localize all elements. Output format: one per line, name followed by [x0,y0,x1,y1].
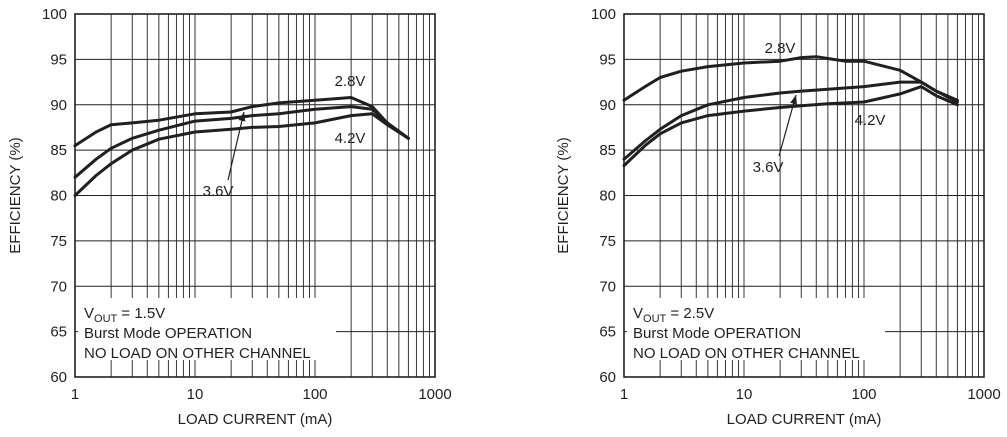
x-tick-label: 1 [71,386,79,403]
y-tick-label: 95 [50,51,67,68]
y-axis-label: EFFICIENCY (%) [7,137,24,253]
annotation-vout: VOUT = 1.5V [84,305,165,325]
series-line-4-2V [622,85,959,168]
arrowhead-icon [790,95,797,105]
x-tick-label: 1000 [967,386,1000,403]
series-line-2-8V [622,55,959,102]
vout-subscript: OUT [643,313,667,325]
y-tick-label: 60 [599,369,616,386]
curve-label-4-2V: 4.2V [335,130,366,147]
x-tick-label: 10 [187,386,204,403]
y-tick-label: 100 [591,6,616,23]
y-axis-label: EFFICIENCY (%) [555,137,572,253]
annotation-load-note: NO LOAD ON OTHER CHANNEL [633,345,860,362]
curve-label-arrow [227,111,245,181]
annotation-load-note: NO LOAD ON OTHER CHANNEL [84,345,311,362]
efficiency-chart-left: 60 65 70 75 80 85 90 95 100 1 10 100 1000 LOAD CURREN… [7,6,452,428]
curve-label-3-6V: 3.6V [203,183,234,200]
plot-frame [74,13,436,378]
x-tick-label: 100 [851,386,876,403]
annotation-vout: VOUT = 2.5V [633,305,714,325]
y-tick-label: 85 [599,142,616,159]
y-tick-label: 80 [50,188,67,205]
y-tick-label: 65 [50,324,67,341]
curve-label-arrow [778,94,797,157]
annotation-mode: Burst Mode OPERATION [84,325,252,342]
vout-prefix: V [633,305,643,322]
x-axis-label: LOAD CURRENT (mA) [178,411,333,428]
curve-label-3-6V: 3.6V [753,159,784,176]
y-tick-label: 90 [599,97,616,114]
efficiency-chart-right: 60 65 70 75 80 85 90 95 100 1 10 100 1000 LOAD CURREN… [555,6,1001,428]
series-line-2-8V [73,96,410,148]
series-line-4-2V [73,112,410,197]
annotation-background [78,298,336,360]
vout-prefix: V [84,305,94,322]
y-tick-label: 75 [599,233,616,250]
x-tick-label: 10 [736,386,753,403]
y-tick-label: 65 [599,324,616,341]
vout-value: = 1.5V [117,305,165,322]
arrowhead-icon [238,112,246,122]
x-axis-label: LOAD CURRENT (mA) [727,411,882,428]
curve-label-4-2V: 4.2V [855,112,886,129]
y-tick-label: 70 [50,278,67,295]
x-tick-label: 100 [302,386,327,403]
y-tick-label: 90 [50,97,67,114]
x-tick-label: 1 [620,386,628,403]
series-line-3-6V [622,80,959,161]
y-tick-label: 85 [50,142,67,159]
plot-frame [623,13,985,378]
x-tick-label: 1000 [418,386,451,403]
y-tick-label: 75 [50,233,67,250]
vout-subscript: OUT [94,313,118,325]
curve-label-2-8V: 2.8V [765,40,796,57]
annotation-background [627,298,885,360]
y-tick-label: 60 [50,369,67,386]
y-tick-label: 100 [42,6,67,23]
y-tick-label: 70 [599,278,616,295]
curve-label-2-8V: 2.8V [335,73,366,90]
annotation-mode: Burst Mode OPERATION [633,325,801,342]
y-tick-label: 95 [599,51,616,68]
y-tick-label: 80 [599,188,616,205]
vout-value: = 2.5V [666,305,714,322]
